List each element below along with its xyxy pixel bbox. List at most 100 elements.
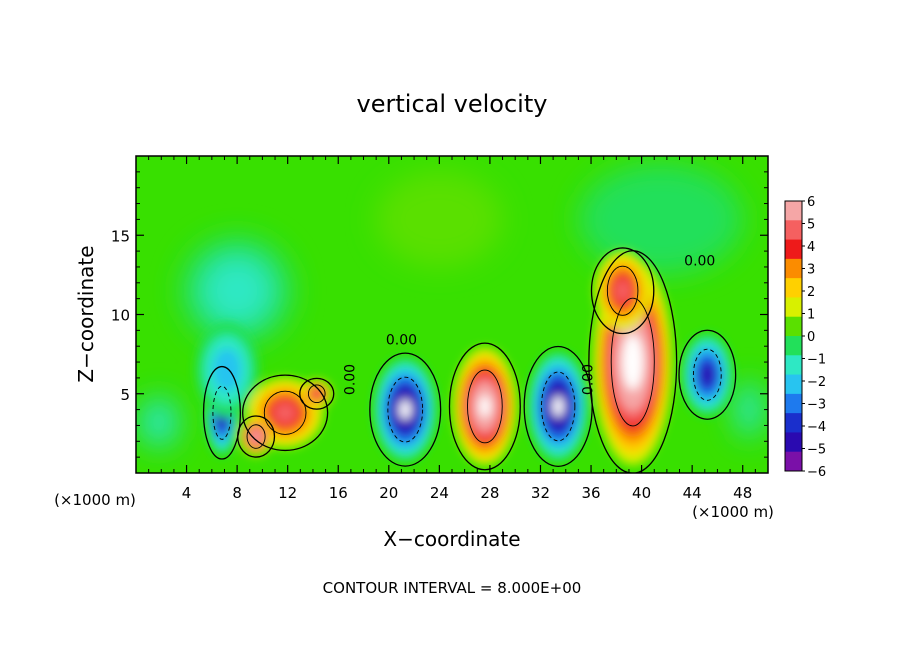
colorbar-swatch-1	[785, 220, 802, 241]
field-cell-14	[376, 171, 503, 267]
field-cell-5	[373, 357, 437, 462]
colorbar-label-7: −1	[807, 353, 826, 368]
colorbar-label-9: −3	[807, 398, 826, 413]
y-tick-label-5: 5	[120, 386, 130, 404]
broad-field-layer	[136, 163, 766, 451]
zero-contour-9	[590, 247, 655, 335]
y-tick-label-10: 10	[111, 307, 130, 325]
colorbar-label-2: 4	[807, 240, 815, 255]
field-cell-12-level-2	[202, 256, 273, 325]
inner-contour-0	[212, 385, 232, 440]
field-cell-10	[682, 333, 733, 416]
inner-contour-10	[692, 348, 722, 401]
field-cell-8-level-9	[626, 344, 640, 380]
x-tick-label-44: 44	[683, 484, 702, 502]
x-tick-label-12: 12	[278, 484, 297, 502]
field-cell-6-level-8	[478, 395, 491, 418]
contour-label-2: 0.00	[343, 364, 359, 395]
field-cell-7-level-8	[552, 396, 564, 417]
inner-contour-8	[610, 297, 655, 427]
field-cell-12	[180, 235, 294, 347]
inner-contour-3	[246, 424, 266, 449]
x-axis-label: X−coordinate	[383, 527, 520, 551]
colorbar-label-5: 1	[807, 308, 815, 323]
field-cell-1-level-3	[212, 348, 242, 392]
field-cell-3-level-7	[252, 432, 260, 441]
field-cell-13	[578, 163, 743, 275]
field-cell-9	[594, 251, 651, 331]
x-tick-label-48: 48	[733, 484, 752, 502]
field-cell-9-level-5	[614, 279, 631, 303]
field-cell-15	[732, 377, 766, 442]
field-cell-6	[453, 347, 517, 466]
field-cell-2	[247, 377, 324, 448]
colorbar-swatch-3	[785, 258, 802, 279]
plot-area: 0.00 0.00 0.00 0.00	[136, 156, 768, 473]
colorbar-swatch-2	[785, 239, 802, 260]
contour-label-layer: 0.00 0.00 0.00 0.00	[343, 253, 716, 395]
colorbar-label-11: −5	[807, 443, 826, 458]
x-tick-label-20: 20	[379, 484, 398, 502]
x-tick-label-28: 28	[480, 484, 499, 502]
contour-label-0: 0.00	[386, 333, 417, 349]
field-cell-5-level-8	[399, 399, 412, 420]
colorbar-swatch-6	[785, 316, 802, 337]
colorbar-swatch-12	[785, 432, 802, 453]
zero-contour-4	[299, 377, 335, 410]
contour-layer	[202, 247, 737, 473]
colorbar-swatch-4	[785, 278, 802, 298]
contour-label-1: 0.00	[684, 253, 715, 269]
field-cell-10-level-6	[701, 364, 714, 385]
x-tick-label-32: 32	[531, 484, 550, 502]
zero-contour-5	[369, 352, 442, 467]
inner-contour-9	[606, 265, 639, 316]
colorbar-label-6: 0	[807, 330, 815, 345]
field-cell-11	[136, 393, 182, 451]
inner-contour-4	[307, 384, 326, 404]
field-cell-14-level-1	[376, 171, 503, 267]
colorbar-swatch-10	[785, 393, 802, 414]
x-tick-label-24: 24	[430, 484, 449, 502]
colorbar-label-1: 5	[807, 218, 815, 233]
y-axis-label: Z−coordinate	[74, 245, 98, 382]
field-cell-1	[195, 322, 259, 418]
colorbar-swatch-0	[785, 201, 802, 221]
colorbar-label-3: 3	[807, 263, 815, 278]
x-tick-label-8: 8	[232, 484, 242, 502]
x-tick-label-40: 40	[632, 484, 651, 502]
zero-contour-2	[242, 374, 329, 452]
inner-contour-5	[387, 376, 424, 443]
inner-contour-7	[541, 371, 576, 442]
field-cell-11-level-2	[144, 404, 173, 440]
x-unit-right: (×1000 m)	[692, 503, 774, 521]
zero-contour-10	[678, 329, 737, 420]
colorbar-swatch-11	[785, 413, 802, 433]
field-cell-8	[593, 259, 672, 466]
zero-contour-3	[237, 415, 276, 458]
colorbar-label-4: 2	[807, 285, 815, 300]
colorbar-label-0: 6	[807, 195, 815, 210]
colorbar-label-10: −4	[807, 420, 826, 435]
colorbar-label-8: −2	[807, 375, 826, 390]
field-cell-13-level-1	[578, 163, 743, 275]
colorbar: 6 5 4 3 2 1 0 −1 −2 −3 −4 −5 −6	[784, 195, 826, 480]
contour-label-3: 0.00	[580, 364, 596, 395]
chart-title: vertical velocity	[357, 90, 548, 118]
x-tick-label-36: 36	[581, 484, 600, 502]
inner-contour-2	[263, 390, 307, 435]
x-tick-label-16: 16	[329, 484, 348, 502]
contour-interval-note: CONTOUR INTERVAL = 8.000E+00	[323, 579, 582, 597]
x-axis: 4 8 12 16 20 24 28 32 36 40 44 48	[148, 156, 756, 502]
colorbar-swatch-8	[785, 355, 802, 376]
field-cell-4-level-5	[312, 389, 322, 398]
colorbar-swatch-13	[785, 451, 802, 472]
colorbar-swatch-7	[785, 336, 802, 356]
y-tick-label-15: 15	[111, 227, 130, 245]
x-unit-left: (×1000 m)	[54, 491, 136, 509]
field-cell-4	[301, 379, 332, 409]
field-cell-7	[527, 350, 589, 462]
field-cell-15-level-2	[738, 390, 760, 430]
inner-contour-6	[467, 369, 503, 444]
field-cell-2-level-5	[274, 402, 296, 423]
